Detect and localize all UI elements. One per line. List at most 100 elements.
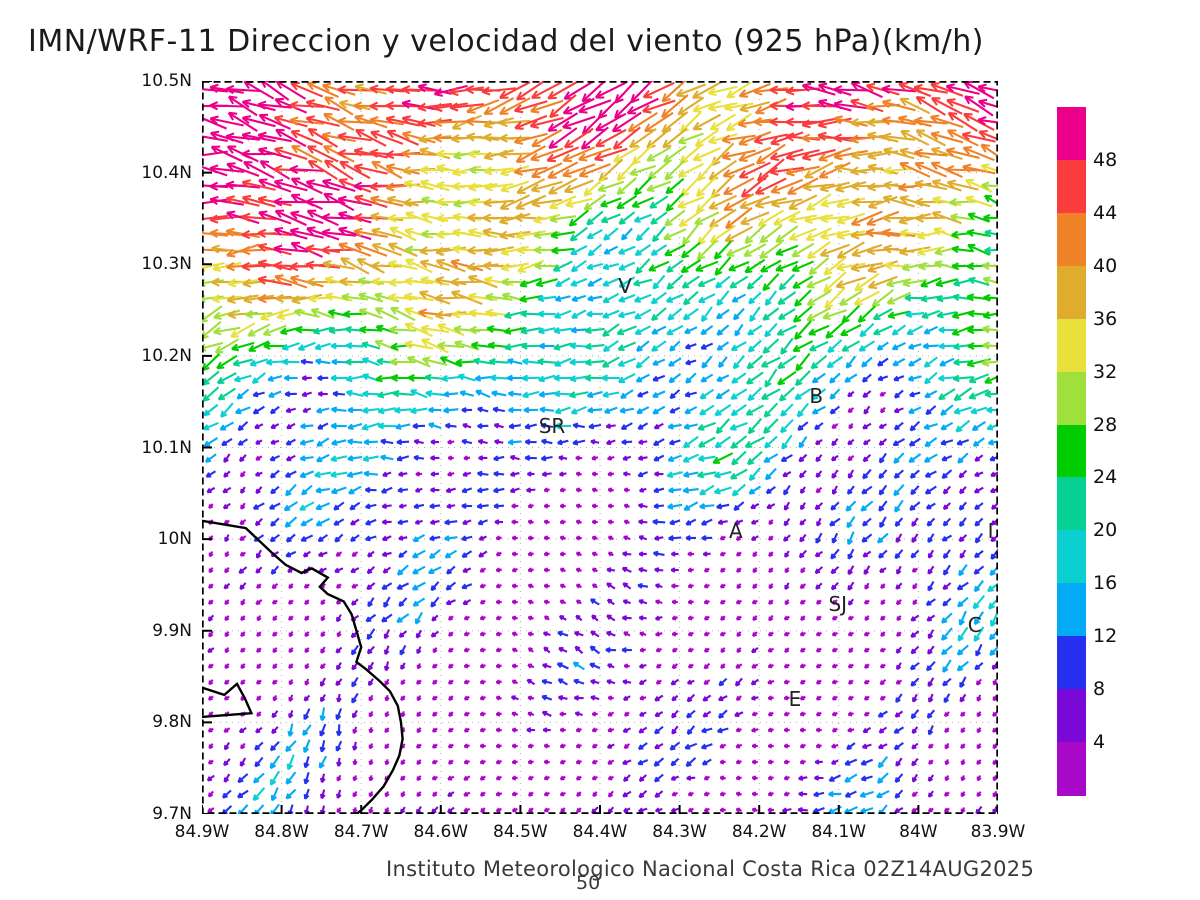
wind-arrow (594, 81, 627, 99)
wind-arrow (493, 455, 505, 462)
y-axis-tick-label: 9.9N (152, 620, 192, 641)
wind-arrow (732, 307, 745, 321)
wind-arrow (527, 807, 534, 813)
wind-arrow (338, 226, 372, 241)
wind-arrow (531, 198, 563, 208)
x-axis-tick-label: 84.9W (174, 822, 230, 842)
wind-arrow (337, 195, 372, 207)
wind-arrow (860, 758, 874, 766)
wind-arrow (352, 790, 358, 798)
wind-arrow (562, 146, 596, 163)
wind-arrow (317, 422, 329, 430)
wind-arrow (620, 227, 633, 241)
wind-arrow (978, 130, 998, 141)
wind-arrow (254, 741, 264, 751)
wind-arrow (365, 535, 377, 542)
wind-arrow (982, 261, 998, 270)
wind-arrow (794, 370, 811, 387)
wind-arrow (830, 759, 839, 765)
wind-arrow (940, 421, 954, 431)
colorbar-tick-label: 40 (1093, 254, 1118, 277)
wind-arrow (223, 519, 230, 525)
wind-arrow (575, 759, 582, 765)
wind-arrow (668, 487, 682, 494)
wind-arrow (899, 97, 931, 115)
wind-arrow (731, 293, 747, 303)
wind-arrow (788, 214, 818, 224)
wind-arrow (924, 389, 938, 399)
wind-arrow (833, 85, 869, 95)
wind-arrow (953, 358, 973, 366)
wind-arrow (476, 503, 489, 510)
wind-arrow (431, 695, 438, 701)
wind-arrow (650, 291, 667, 305)
wind-arrow (799, 583, 807, 589)
wind-arrow (871, 288, 895, 308)
wind-arrow (911, 742, 919, 750)
wind-arrow (602, 340, 619, 353)
wind-arrow (935, 278, 959, 288)
wind-arrow (686, 725, 696, 735)
wind-arrow (260, 81, 290, 101)
wind-arrow (638, 774, 647, 782)
wind-arrow (799, 599, 806, 605)
wind-arrow (516, 178, 546, 194)
wind-arrow (700, 306, 713, 323)
x-axis-tick-label: 84W (899, 822, 938, 842)
wind-arrow (712, 452, 734, 464)
wind-arrow (846, 485, 855, 495)
wind-arrow (563, 127, 594, 149)
wind-arrow (483, 166, 514, 176)
wind-arrow (975, 643, 983, 657)
wind-arrow (962, 146, 995, 162)
wind-arrow (703, 775, 710, 781)
wind-arrow (984, 375, 998, 384)
wind-arrow (255, 599, 263, 606)
wind-arrow (443, 406, 459, 414)
wind-arrow (444, 519, 458, 526)
wind-arrow (224, 566, 230, 574)
wind-arrow (413, 438, 424, 445)
wind-arrow (254, 756, 264, 768)
wind-arrow (669, 519, 681, 526)
colorbar-band (1057, 424, 1086, 479)
wind-arrow (763, 418, 779, 434)
wind-arrow (241, 149, 277, 159)
wind-arrow (394, 406, 412, 414)
wind-arrow (339, 160, 371, 180)
wind-arrow (879, 678, 887, 686)
wind-arrow (361, 357, 380, 367)
wind-arrow (974, 502, 984, 510)
wind-arrow (794, 388, 812, 400)
wind-arrow (910, 645, 920, 655)
wind-arrow (815, 532, 823, 544)
wind-arrow (730, 341, 747, 351)
wind-arrow (942, 517, 952, 527)
wind-arrow (895, 582, 903, 590)
wind-arrow (541, 471, 552, 478)
wind-arrow (607, 551, 614, 557)
wind-arrow (562, 163, 596, 178)
wind-arrow (257, 228, 293, 239)
wind-arrow (944, 742, 950, 750)
wind-arrow (653, 454, 665, 462)
wind-arrow (703, 615, 710, 621)
wind-arrow (927, 774, 935, 782)
wind-arrow (559, 759, 566, 765)
wind-arrow (914, 179, 948, 191)
wind-arrow (851, 150, 883, 160)
wind-arrow (920, 277, 942, 288)
wind-arrow (768, 599, 774, 605)
wind-arrow (735, 807, 742, 813)
wind-arrow (571, 294, 587, 302)
wind-arrow (249, 358, 268, 367)
wind-arrow (942, 549, 951, 560)
wind-arrow (318, 567, 327, 573)
wind-arrow (634, 293, 652, 303)
wind-arrow (941, 534, 953, 542)
wind-arrow (830, 581, 839, 591)
wind-arrow (562, 97, 595, 115)
wind-arrow (416, 727, 422, 734)
wind-arrow (398, 630, 408, 638)
wind-arrow (847, 727, 855, 733)
